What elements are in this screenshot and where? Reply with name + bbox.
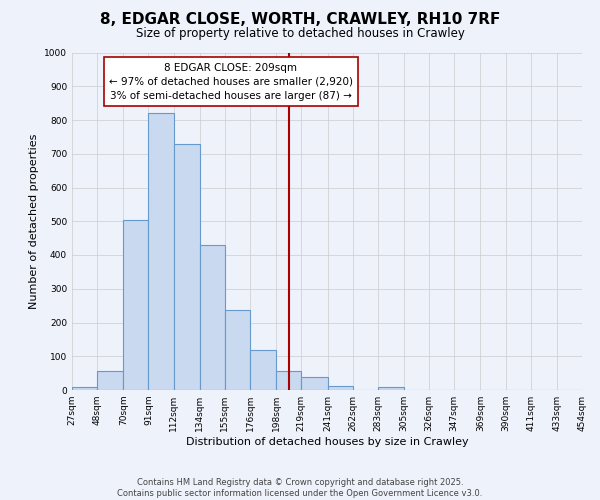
X-axis label: Distribution of detached houses by size in Crawley: Distribution of detached houses by size … <box>185 437 469 447</box>
Text: Contains HM Land Registry data © Crown copyright and database right 2025.
Contai: Contains HM Land Registry data © Crown c… <box>118 478 482 498</box>
Bar <box>276 371 301 390</box>
Bar <box>378 386 404 390</box>
Bar <box>72 388 97 390</box>
Bar <box>148 114 173 390</box>
Y-axis label: Number of detached properties: Number of detached properties <box>29 134 38 309</box>
Bar <box>301 377 328 390</box>
Text: 8 EDGAR CLOSE: 209sqm
← 97% of detached houses are smaller (2,920)
3% of semi-de: 8 EDGAR CLOSE: 209sqm ← 97% of detached … <box>109 62 353 100</box>
Bar <box>250 350 276 390</box>
Bar <box>225 310 250 390</box>
Bar <box>328 386 353 390</box>
Bar <box>200 245 225 390</box>
Bar <box>97 372 124 390</box>
Text: Size of property relative to detached houses in Crawley: Size of property relative to detached ho… <box>136 28 464 40</box>
Text: 8, EDGAR CLOSE, WORTH, CRAWLEY, RH10 7RF: 8, EDGAR CLOSE, WORTH, CRAWLEY, RH10 7RF <box>100 12 500 28</box>
Bar <box>173 144 200 390</box>
Bar <box>124 220 148 390</box>
